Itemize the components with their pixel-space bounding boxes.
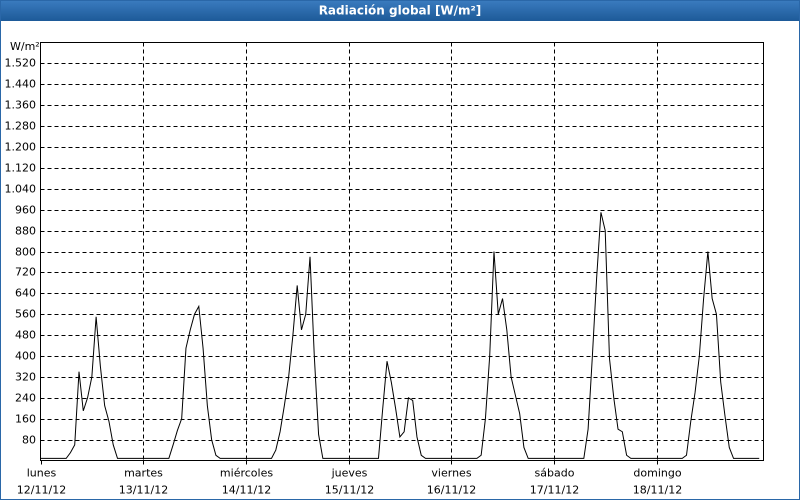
- chart-title: Radiación global [W/m²]: [319, 4, 482, 18]
- y-tick-label: 640: [15, 287, 36, 300]
- y-tick-label: 320: [15, 371, 36, 384]
- data-line: [40, 212, 760, 459]
- x-tick-label: domingo: [633, 467, 681, 480]
- x-tick-date: 14/11/12: [222, 484, 271, 497]
- x-tick-date: 13/11/12: [119, 484, 168, 497]
- y-tick-label: 960: [15, 204, 36, 217]
- x-tick-label: sábado: [535, 467, 575, 480]
- y-tick-label: 1.120: [5, 162, 37, 175]
- x-tick-date: 18/11/12: [633, 484, 682, 497]
- x-tick-label: miércoles: [220, 467, 273, 480]
- y-tick-label: 240: [15, 392, 36, 405]
- y-tick-label: 1.040: [5, 183, 37, 196]
- x-tick-date: 17/11/12: [530, 484, 579, 497]
- y-tick-label: 880: [15, 225, 36, 238]
- x-tick-date: 15/11/12: [325, 484, 374, 497]
- y-tick-label: 480: [15, 329, 36, 342]
- x-tick-date: 16/11/12: [427, 484, 476, 497]
- title-bar: [0, 0, 800, 21]
- y-tick-label: 80: [22, 434, 36, 447]
- y-tick-label: 400: [15, 350, 36, 363]
- y-tick-label: 560: [15, 308, 36, 321]
- y-tick-label: 1.200: [5, 141, 37, 154]
- x-tick-label: martes: [124, 467, 163, 480]
- y-tick-label: 1.440: [5, 78, 37, 91]
- x-tick-label: viernes: [431, 467, 471, 480]
- x-tick-date: 12/11/12: [17, 484, 66, 497]
- y-tick-label: 1.280: [5, 120, 37, 133]
- plot-frame: [40, 42, 764, 461]
- y-tick-label: 1.360: [5, 99, 37, 112]
- y-tick-label: 720: [15, 266, 36, 279]
- y-tick-label: 1.520: [5, 57, 37, 70]
- x-tick-label: jueves: [331, 467, 368, 480]
- y-tick-label: 160: [15, 413, 36, 426]
- y-tick-label: 800: [15, 246, 36, 259]
- y-unit: W/m²: [10, 40, 40, 53]
- x-tick-label: lunes: [27, 467, 57, 480]
